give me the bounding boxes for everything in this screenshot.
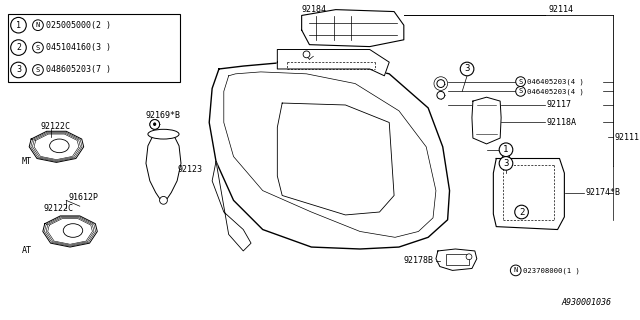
Circle shape [11, 40, 26, 55]
Text: 92174*B: 92174*B [586, 188, 621, 197]
Text: 046405203(4 ): 046405203(4 ) [527, 88, 584, 95]
Circle shape [466, 254, 472, 260]
Text: 023708000(1 ): 023708000(1 ) [522, 267, 579, 274]
Circle shape [437, 91, 445, 99]
Polygon shape [436, 249, 477, 270]
Text: 91612P: 91612P [68, 193, 98, 202]
Polygon shape [493, 158, 564, 229]
Polygon shape [209, 62, 449, 249]
Circle shape [11, 62, 26, 78]
Text: 92111: 92111 [615, 132, 640, 141]
Circle shape [499, 143, 513, 156]
Text: 3: 3 [465, 64, 470, 74]
Ellipse shape [50, 139, 69, 153]
Polygon shape [212, 161, 251, 251]
Circle shape [159, 196, 168, 204]
Polygon shape [29, 131, 84, 162]
Text: 1: 1 [503, 145, 509, 154]
Text: A930001036: A930001036 [561, 298, 611, 308]
Text: AT: AT [21, 246, 31, 255]
Text: S: S [36, 44, 40, 51]
Text: 92169*B: 92169*B [146, 111, 181, 120]
Text: N: N [513, 268, 518, 273]
Polygon shape [277, 103, 394, 215]
Text: 92122C: 92122C [44, 204, 74, 212]
Circle shape [33, 65, 44, 75]
Polygon shape [472, 97, 501, 144]
Bar [445, 254, 469, 265]
Circle shape [502, 155, 510, 162]
Circle shape [460, 62, 474, 76]
Text: MT: MT [21, 157, 31, 166]
Text: 2: 2 [519, 207, 524, 217]
Circle shape [303, 51, 310, 58]
Circle shape [33, 42, 44, 53]
Ellipse shape [63, 224, 83, 237]
Text: S: S [36, 67, 40, 73]
Text: S: S [518, 88, 523, 94]
Circle shape [150, 120, 159, 129]
Text: 045104160(3 ): 045104160(3 ) [45, 43, 111, 52]
Text: 048605203(7 ): 048605203(7 ) [45, 66, 111, 75]
Text: 3: 3 [16, 66, 21, 75]
Circle shape [33, 20, 44, 30]
Text: 025005000(2 ): 025005000(2 ) [45, 21, 111, 30]
Circle shape [11, 17, 26, 33]
Text: 3: 3 [503, 159, 509, 168]
Circle shape [516, 86, 525, 96]
Circle shape [510, 265, 521, 276]
Text: 92122C: 92122C [41, 122, 71, 131]
Text: 046405203(4 ): 046405203(4 ) [527, 78, 584, 85]
Polygon shape [43, 216, 97, 247]
Text: 92184: 92184 [301, 5, 326, 14]
Text: 92117: 92117 [547, 100, 572, 109]
Text: 1: 1 [16, 21, 21, 30]
Circle shape [499, 156, 513, 170]
Text: 92178B: 92178B [403, 256, 433, 265]
Bar [8, 13, 180, 82]
Text: S: S [518, 79, 523, 84]
Text: 92118A: 92118A [547, 118, 577, 127]
Circle shape [516, 77, 525, 86]
Text: 92123: 92123 [177, 165, 202, 174]
Polygon shape [146, 134, 181, 200]
Text: 92114: 92114 [549, 4, 574, 13]
Text: ●: ● [153, 122, 156, 127]
Circle shape [515, 205, 529, 219]
Polygon shape [301, 10, 404, 47]
Text: 2: 2 [16, 43, 21, 52]
Circle shape [437, 80, 445, 87]
Text: N: N [36, 22, 40, 28]
Ellipse shape [148, 129, 179, 139]
Polygon shape [277, 50, 389, 76]
